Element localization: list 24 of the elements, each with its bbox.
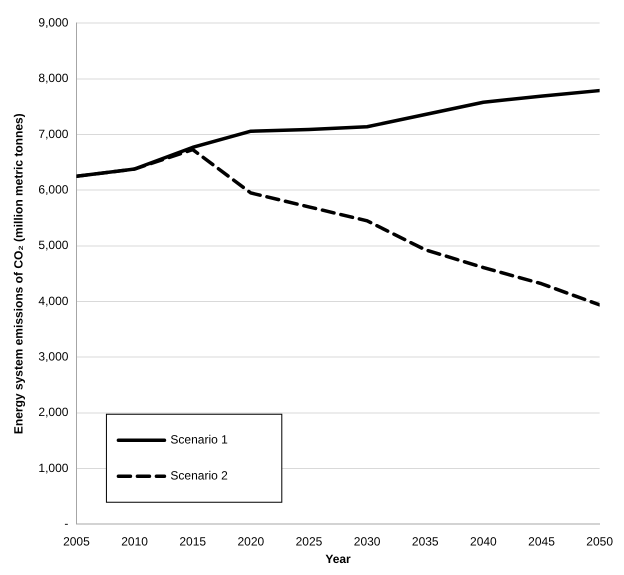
y-tick-label: - <box>64 516 68 531</box>
x-tick-label: 2010 <box>121 534 148 549</box>
legend-label: Scenario 2 <box>170 468 228 483</box>
y-tick-label: 5,000 <box>38 238 69 252</box>
x-tick-label: 2015 <box>179 534 206 549</box>
x-axis-title: Year <box>325 552 352 566</box>
x-tick-label: 2050 <box>586 534 614 549</box>
y-tick-label: 3,000 <box>38 350 69 364</box>
y-tick-label: 9,000 <box>38 16 69 30</box>
y-axis-title: Energy system emissions of CO₂ (million metric tonnes) <box>12 113 26 434</box>
y-tick-label: 7,000 <box>38 126 69 141</box>
y-tick-label: 4,000 <box>38 294 69 308</box>
x-tick-label: 2035 <box>412 534 439 549</box>
y-tick-label: 1,000 <box>38 460 69 475</box>
x-tick-label: 2040 <box>470 534 498 549</box>
x-tick-label: 2045 <box>528 534 556 549</box>
y-tick-label: 8,000 <box>38 71 69 86</box>
x-tick-label: 2030 <box>354 534 381 549</box>
y-tick-label: 6,000 <box>38 182 69 197</box>
y-tick-label: 2,000 <box>38 405 69 420</box>
x-tick-label: 2020 <box>237 534 265 549</box>
legend-label: Scenario 1 <box>170 432 228 447</box>
x-tick-label: 2005 <box>63 534 90 549</box>
x-tick-label: 2025 <box>296 534 323 549</box>
